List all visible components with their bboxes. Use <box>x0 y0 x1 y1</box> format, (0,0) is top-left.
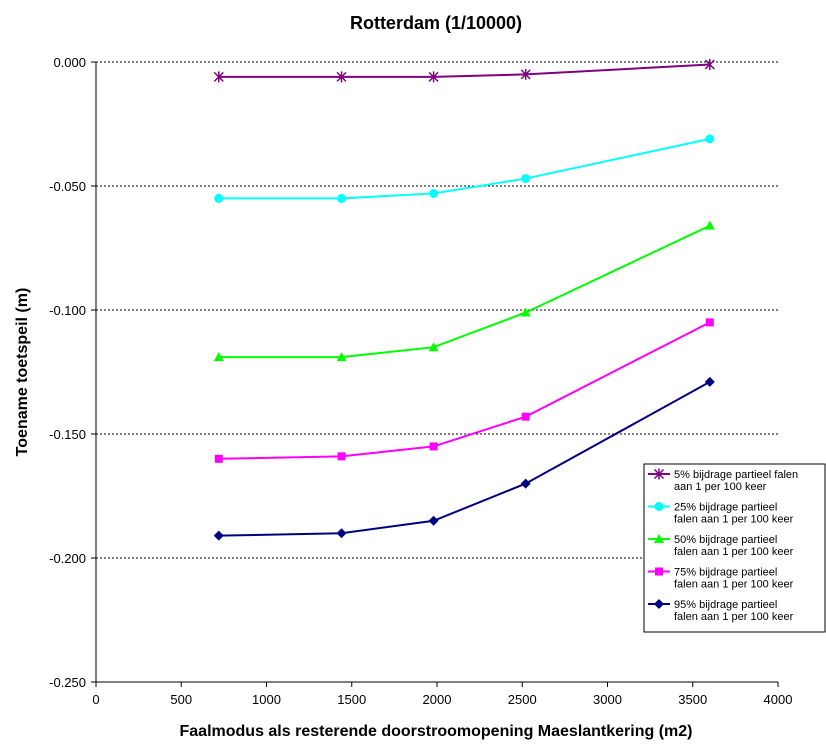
x-tick-label: 2000 <box>423 692 452 707</box>
legend-label: 25% bijdrage partieel <box>674 502 777 514</box>
x-tick-label: 1500 <box>337 692 366 707</box>
data-point <box>705 134 715 144</box>
data-point <box>520 478 531 489</box>
data-point <box>521 412 530 421</box>
series-line <box>218 381 711 537</box>
y-tick-label: -0.200 <box>49 551 86 566</box>
data-point <box>429 188 439 198</box>
y-tick-label: -0.250 <box>49 675 86 690</box>
data-point <box>213 352 224 362</box>
y-tick-label: 0.000 <box>53 55 86 70</box>
y-axis-label: Toename toetspeil (m) <box>14 288 31 457</box>
legend-marker <box>654 502 664 511</box>
series-group <box>213 58 715 541</box>
data-point <box>428 342 439 352</box>
x-tick-label: 4000 <box>764 692 793 707</box>
legend-box <box>643 463 826 633</box>
legend-label: falen aan 1 per 100 keer <box>674 611 794 623</box>
x-axis-ticks: 0 500 1000 1500 2000 2500 3000 3500 4000 <box>92 682 792 707</box>
x-tick-label: 500 <box>170 692 192 707</box>
series-line <box>218 63 710 78</box>
data-point <box>521 174 531 184</box>
x-tick-label: 3000 <box>593 692 622 707</box>
data-point <box>336 352 347 362</box>
legend-label: falen aan 1 per 100 keer <box>674 546 794 558</box>
x-axis-label: Faalmodus als resterende doorstroomopeni… <box>180 723 693 740</box>
data-point <box>337 193 347 203</box>
data-point <box>213 530 224 541</box>
data-point <box>705 318 714 327</box>
data-point <box>428 515 439 526</box>
data-point <box>704 220 715 230</box>
series-2 <box>214 134 715 203</box>
series-line <box>218 321 711 460</box>
data-point <box>336 528 347 539</box>
series-3 <box>213 220 715 362</box>
data-point <box>704 58 715 70</box>
legend-marker <box>654 599 664 609</box>
legend-label: falen aan 1 per 100 keer <box>674 514 794 526</box>
data-point <box>336 71 347 83</box>
x-tick-label: 1000 <box>252 692 281 707</box>
legend-label: 50% bijdrage partieel <box>674 534 777 546</box>
y-tick-label: -0.050 <box>49 179 86 194</box>
x-tick-label: 0 <box>92 692 99 707</box>
x-tick-label: 3500 <box>678 692 707 707</box>
chart-title: Rotterdam (1/10000) <box>350 13 522 33</box>
legend-marker <box>655 567 663 576</box>
data-point <box>213 71 224 83</box>
y-tick-label: -0.150 <box>49 427 86 442</box>
series-line <box>218 137 711 200</box>
data-point <box>520 68 531 80</box>
data-point <box>429 442 438 451</box>
legend-label: aan 1 per 100 keer <box>674 481 767 493</box>
data-point <box>337 452 346 461</box>
series-5 <box>213 376 715 541</box>
legend-marker <box>654 534 664 543</box>
series-line <box>218 224 711 359</box>
legend-label: 75% bijdrage partieel <box>674 567 777 579</box>
legend-marker <box>653 468 665 480</box>
series-4 <box>214 318 714 463</box>
gridlines <box>96 61 778 559</box>
data-point <box>704 376 715 387</box>
x-tick-label: 2500 <box>508 692 537 707</box>
legend-label: falen aan 1 per 100 keer <box>674 579 794 591</box>
data-point <box>428 71 439 83</box>
legend-label: 95% bijdrage partieel <box>674 599 777 611</box>
data-point <box>214 454 223 463</box>
data-point <box>214 193 224 203</box>
legend-label: 5% bijdrage partieel falen <box>674 469 798 481</box>
y-axis-ticks: 0.000 -0.050 -0.100 -0.150 -0.200 -0.250 <box>49 55 96 690</box>
series-1 <box>213 58 715 83</box>
y-tick-label: -0.100 <box>49 303 86 318</box>
data-point <box>520 307 531 317</box>
